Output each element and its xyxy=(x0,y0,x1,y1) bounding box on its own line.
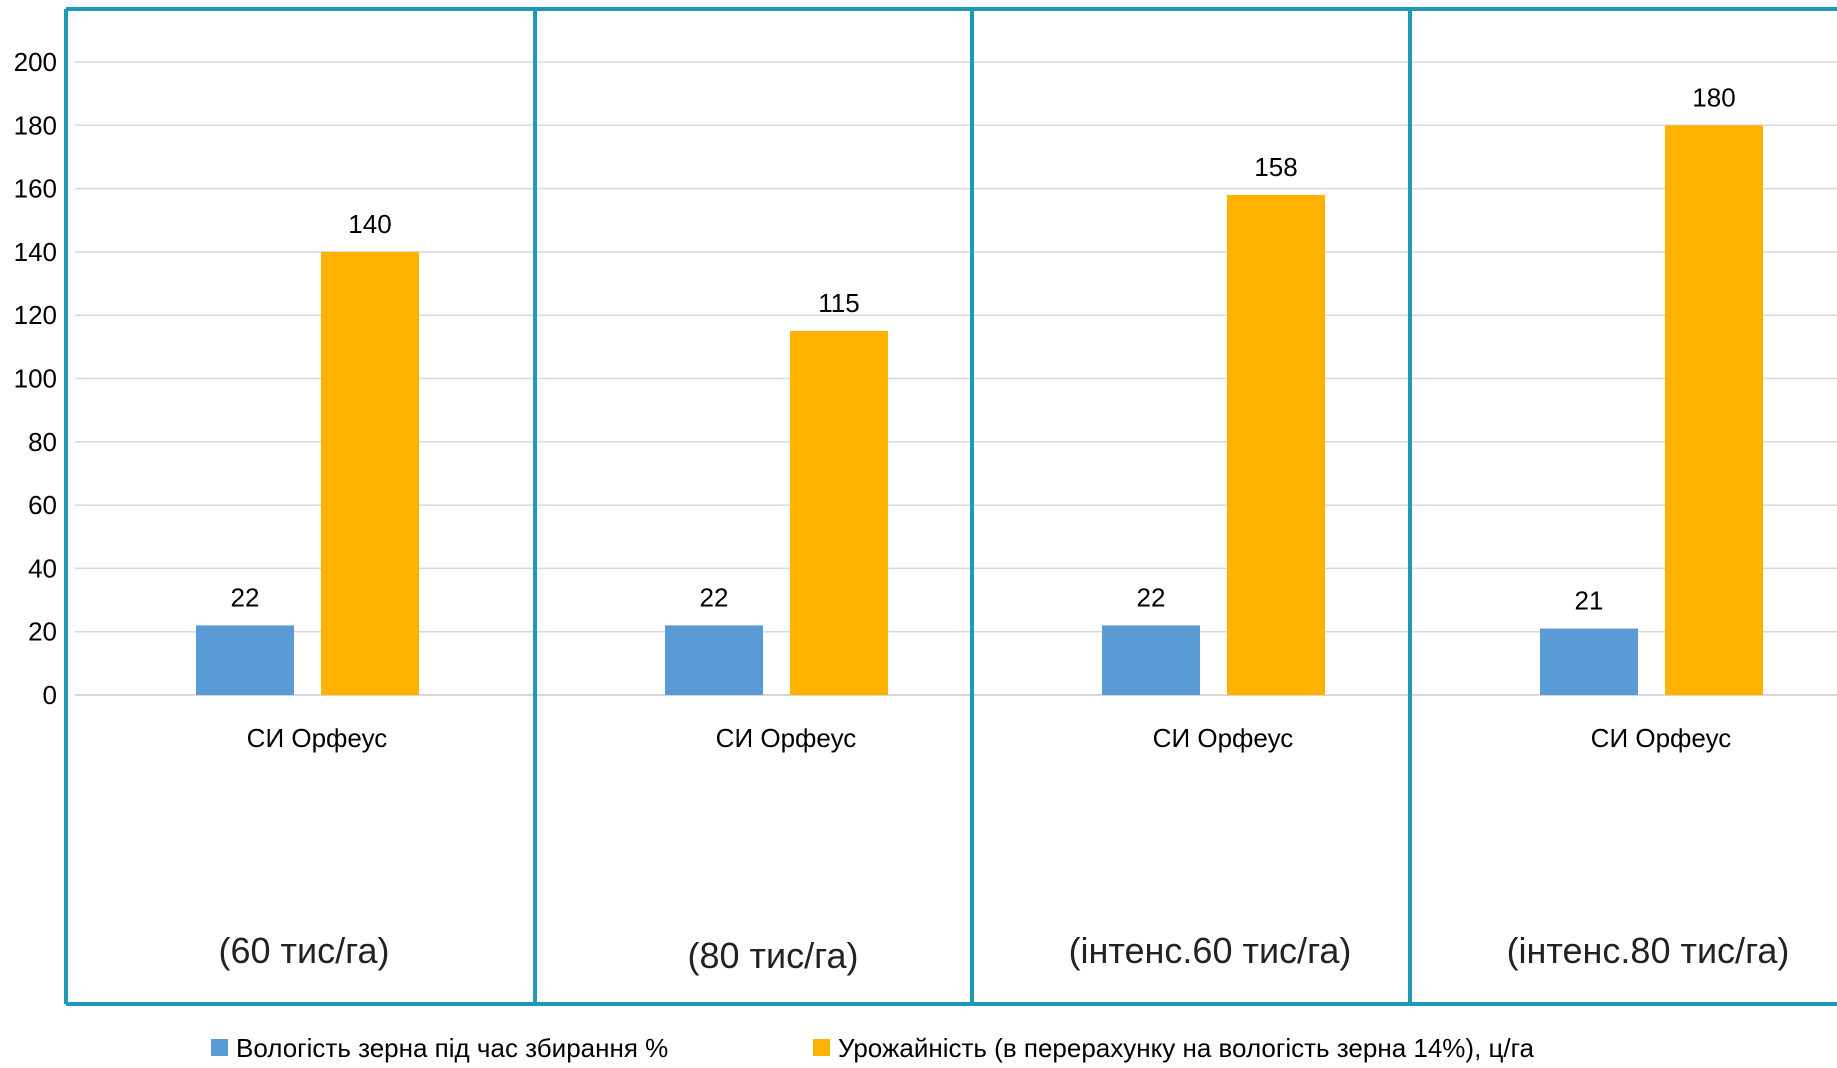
bar-yield xyxy=(790,331,888,695)
y-tick-label: 20 xyxy=(28,617,57,647)
y-tick-label: 160 xyxy=(14,174,57,204)
y-tick-label: 120 xyxy=(14,300,57,330)
y-tick-label: 200 xyxy=(14,47,57,77)
data-label: 180 xyxy=(1692,82,1735,112)
panel-borders xyxy=(64,7,1837,1006)
y-axis-ticks: 0 20 40 60 80 100 120 140 160 180 200 xyxy=(14,47,57,710)
category-label: СИ Орфеус xyxy=(1591,723,1732,753)
bar-moisture xyxy=(665,625,763,695)
group-sublabel: (інтенс.80 тис/га) xyxy=(1507,930,1790,971)
category-label: СИ Орфеус xyxy=(1153,723,1294,753)
y-tick-label: 100 xyxy=(14,364,57,394)
y-tick-label: 180 xyxy=(14,110,57,140)
category-labels: СИ Орфеус (60 тис/га) СИ Орфеус (80 тис/га)… xyxy=(219,723,1790,976)
group-sublabel: (60 тис/га) xyxy=(219,930,390,971)
y-tick-label: 40 xyxy=(28,553,57,583)
data-label: 22 xyxy=(700,582,729,612)
legend: Вологість зерна під час збирання % Урожай… xyxy=(211,1033,1535,1063)
bar-yield xyxy=(321,251,419,695)
bar-yield xyxy=(1227,194,1325,695)
group-sublabel: (інтенс.60 тис/га) xyxy=(1069,930,1352,971)
data-label: 21 xyxy=(1575,586,1604,616)
data-label: 158 xyxy=(1254,152,1297,182)
data-label: 22 xyxy=(231,582,260,612)
bars xyxy=(196,125,1763,696)
bar-moisture xyxy=(1540,628,1638,695)
legend-swatch-yield xyxy=(813,1039,830,1056)
bar-moisture xyxy=(1102,625,1200,695)
legend-swatch-moisture xyxy=(211,1039,228,1056)
data-label: 22 xyxy=(1137,582,1166,612)
data-label: 140 xyxy=(348,209,391,239)
category-label: СИ Орфеус xyxy=(716,723,857,753)
y-tick-label: 0 xyxy=(43,680,57,710)
y-tick-label: 60 xyxy=(28,490,57,520)
legend-label: Вологість зерна під час збирання % xyxy=(236,1033,668,1063)
bar-yield xyxy=(1665,125,1763,696)
legend-label: Урожайність (в перерахунку на вологість … xyxy=(838,1033,1535,1063)
data-labels: 22 140 22 115 22 158 21 180 xyxy=(231,82,1736,615)
group-sublabel: (80 тис/га) xyxy=(688,935,859,976)
category-label: СИ Орфеус xyxy=(247,723,388,753)
y-tick-label: 140 xyxy=(14,237,57,267)
bar-moisture xyxy=(196,625,294,695)
data-label: 115 xyxy=(818,288,859,318)
y-tick-label: 80 xyxy=(28,427,57,457)
